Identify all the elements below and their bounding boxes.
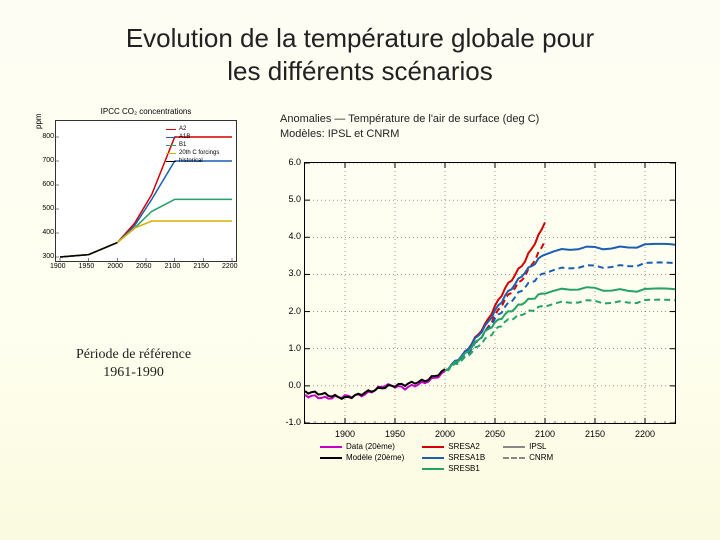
legend-line-icon <box>320 457 342 459</box>
legend-label: historical <box>179 157 203 165</box>
reference-period-label: Période de référence 1961-1990 <box>76 346 191 382</box>
legend-label: A2 <box>179 125 186 133</box>
co2-legend-item: A2 <box>166 125 219 133</box>
temperature-chart: Anomalies — Température de l'air de surf… <box>260 118 690 498</box>
legend-label: Modèle (20ème) <box>346 453 404 462</box>
legend-line-icon <box>503 457 525 459</box>
legend-item: SRESA1B <box>422 453 485 462</box>
co2-ytick: 500 <box>34 205 54 212</box>
temperature-chart-titles: Anomalies — Température de l'air de surf… <box>280 112 539 143</box>
temperature-chart-svg <box>305 163 675 423</box>
co2-ytick: 300 <box>34 253 54 260</box>
legend-swatch <box>166 161 176 162</box>
legend-label: 20th C forcings <box>179 149 219 157</box>
legend-swatch <box>166 137 176 138</box>
legend-label: CNRM <box>529 453 553 462</box>
main-xtick: 1950 <box>385 429 405 439</box>
co2-xtick: 2150 <box>193 263 209 270</box>
legend-swatch <box>166 129 176 130</box>
co2-ytick: 700 <box>34 157 54 164</box>
main-xtick: 2000 <box>435 429 455 439</box>
main-xtick: 2200 <box>635 429 655 439</box>
co2-ytick: 800 <box>34 133 54 140</box>
co2-chart-title: IPCC CO₂ concentrations <box>56 107 236 116</box>
slide: Evolution de la température globale pour… <box>0 0 720 540</box>
main-ytick: 1.0 <box>277 343 301 353</box>
legend-swatch <box>166 145 176 146</box>
legend-line-icon <box>422 446 444 448</box>
co2-xtick: 1950 <box>79 263 95 270</box>
main-xtick: 2050 <box>485 429 505 439</box>
co2-xtick: 2200 <box>222 263 238 270</box>
legend-label: A1B <box>179 133 190 141</box>
slide-title: Evolution de la température globale pour… <box>0 22 720 87</box>
co2-legend-item: B1 <box>166 141 219 149</box>
temperature-chart-plot-area: -1.00.01.02.03.04.05.06.0190019502000205… <box>304 162 676 424</box>
main-xtick: 1900 <box>335 429 355 439</box>
main-ytick: 5.0 <box>277 194 301 204</box>
main-ytick: 0.0 <box>277 380 301 390</box>
co2-chart-legend: A2A1BB120th C forcingshistorical <box>166 125 219 165</box>
main-ytick: 2.0 <box>277 306 301 316</box>
main-title-1: Anomalies — Température de l'air de surf… <box>280 112 539 127</box>
title-line1: Evolution de la température globale pour <box>126 23 594 53</box>
legend-label: SRESA1B <box>448 453 485 462</box>
legend-label: IPSL <box>529 442 546 451</box>
legend-line-icon <box>503 446 525 448</box>
co2-xtick: 2000 <box>107 263 123 270</box>
legend-label: B1 <box>179 141 186 149</box>
main-title-2: Modèles: IPSL et CNRM <box>280 127 539 142</box>
legend-item: CNRM <box>503 453 553 462</box>
temperature-chart-legend: Data (20ème)Modèle (20ème)SRESA2SRESA1BS… <box>320 442 553 473</box>
main-xtick: 2150 <box>585 429 605 439</box>
co2-chart-ylabel: ppm <box>34 113 43 129</box>
co2-legend-item: historical <box>166 157 219 165</box>
legend-column: Data (20ème) Modèle (20ème) <box>320 442 404 473</box>
co2-xtick: 1900 <box>50 263 66 270</box>
co2-chart: IPCC CO₂ concentrations ppm A2A1BB120th … <box>55 120 237 262</box>
legend-line-icon <box>422 457 444 459</box>
legend-item: SRESA2 <box>422 442 485 451</box>
co2-xtick: 2100 <box>165 263 181 270</box>
legend-swatch <box>166 153 176 154</box>
co2-ytick: 400 <box>34 229 54 236</box>
co2-legend-item: A1B <box>166 133 219 141</box>
main-ytick: 6.0 <box>277 157 301 167</box>
main-ytick: 3.0 <box>277 268 301 278</box>
co2-ytick: 600 <box>34 181 54 188</box>
legend-column: SRESA2 SRESA1B SRESB1 <box>422 442 485 473</box>
co2-xtick: 2050 <box>136 263 152 270</box>
legend-label: Data (20ème) <box>346 442 395 451</box>
co2-legend-item: 20th C forcings <box>166 149 219 157</box>
legend-item: IPSL <box>503 442 553 451</box>
legend-line-icon <box>320 446 342 448</box>
legend-item: Data (20ème) <box>320 442 404 451</box>
main-ytick: 4.0 <box>277 231 301 241</box>
main-ytick: -1.0 <box>277 417 301 427</box>
legend-line-icon <box>422 468 444 470</box>
title-line2: les différents scénarios <box>227 56 492 86</box>
legend-item: SRESB1 <box>422 464 485 473</box>
legend-label: SRESB1 <box>448 464 480 473</box>
main-xtick: 2100 <box>535 429 555 439</box>
legend-label: SRESA2 <box>448 442 480 451</box>
legend-item: Modèle (20ème) <box>320 453 404 462</box>
legend-column: IPSL CNRM <box>503 442 553 473</box>
